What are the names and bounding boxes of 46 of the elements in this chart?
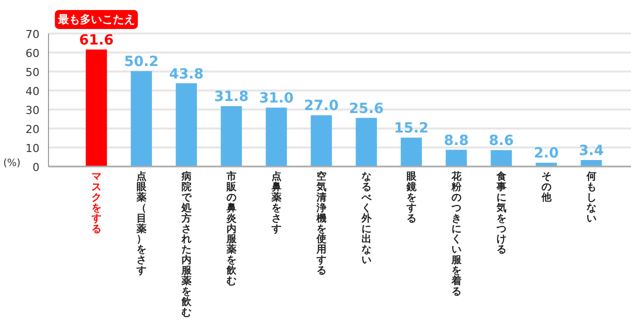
bar [356,118,377,166]
y-tick-label: 60 [26,47,40,60]
x-tick-label: その他 [540,172,552,204]
bar [130,71,152,166]
data-label: 50.2 [124,54,159,70]
data-label: 43.8 [169,66,204,82]
category-label: なるべく外に出ない [361,172,372,266]
y-axis-title: (%) [3,158,21,169]
bar [220,106,242,166]
category-label: 市販の鼻炎内服薬を飲む [226,172,236,287]
data-label: 31.0 [259,90,294,107]
category-label: 空気清浄機を使用する [316,172,326,277]
bar [86,49,107,166]
bar [490,150,512,166]
data-label: 61.6 [79,32,114,48]
bar [266,108,287,166]
x-tick-label: 食事に気をつける [495,170,506,256]
annotation: 最も多いこたえ [56,12,135,26]
y-tick-label: 0 [32,161,40,174]
y-tick-label: 50 [26,66,40,79]
x-tick-label: マスクをする [90,172,102,235]
data-label: 31.8 [214,89,249,106]
y-tick-label: 70 [26,28,40,41]
data-label: 2.0 [534,146,559,162]
bar [536,162,557,166]
x-tick-label: 点鼻薬をさす [270,170,282,235]
category-label: 点眼薬（目薬）をさす [136,172,146,277]
y-tick-label: 20 [26,123,40,136]
data-label: 8.8 [444,132,469,149]
bar [176,83,197,166]
data-label: 27.0 [304,98,339,114]
x-tick-label: 何もしない [585,170,596,224]
bar [310,115,332,166]
x-tick-label: 眼鏡をする [405,170,418,224]
y-tick-label: 30 [26,104,40,117]
data-label: 25.6 [349,100,384,117]
bar [400,138,422,166]
data-label: 8.6 [488,133,514,150]
bar [446,150,467,166]
y-tick-label: 40 [26,85,40,98]
y-tick-label: 10 [26,142,40,155]
data-label: 3.4 [578,143,604,160]
category-label: 病院で処方された内服薬を飲む [181,172,192,318]
data-label: 15.2 [394,120,429,137]
bar [580,160,602,166]
category-label: 花粉のつきにくい服を着る [451,172,462,298]
